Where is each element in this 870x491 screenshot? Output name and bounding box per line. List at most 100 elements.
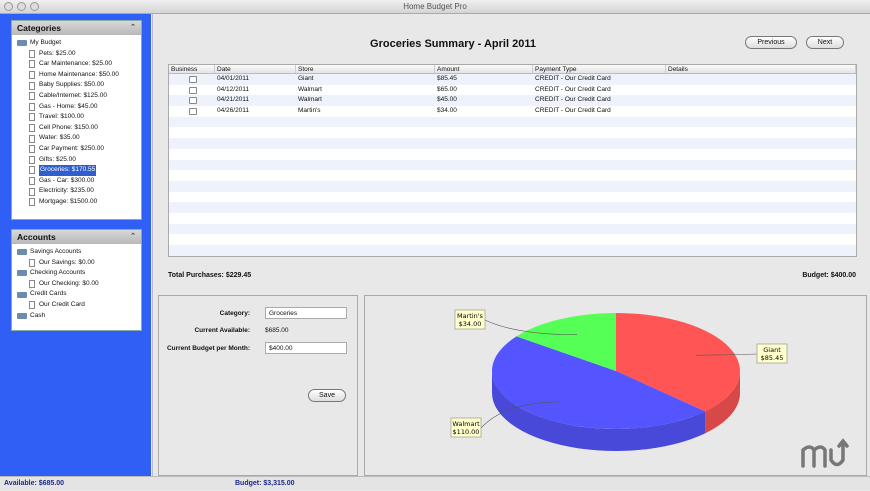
empty-row — [169, 223, 856, 235]
budget-per-month-label: Current Budget per Month: — [166, 345, 250, 352]
tree-item-category[interactable]: Water: $35.00 — [17, 133, 141, 144]
amount-cell: $34.00 — [437, 107, 457, 115]
pie-label-value: $34.00 — [459, 320, 482, 328]
collapse-icon[interactable]: ⌃ — [130, 233, 136, 240]
table-header: Business Date Store Amount Payment Type Detai… — [169, 65, 856, 74]
column-header[interactable]: Store — [296, 65, 435, 73]
payment-cell: CREDIT - Our Credit Card — [535, 96, 611, 104]
details-cell — [666, 106, 856, 117]
tree-root-my-budget[interactable]: My Budget — [17, 38, 141, 49]
column-header[interactable]: Amount — [435, 65, 533, 73]
tree-item-account-group[interactable]: Savings Accounts — [17, 247, 141, 258]
document-icon — [29, 155, 35, 164]
label-leader-line — [480, 401, 560, 429]
tree-item-label: Electricity: $235.00 — [39, 187, 94, 195]
tree-item-account-group[interactable]: Cash — [17, 311, 141, 322]
sidebar: Categories ⌃ My Budget Pets: $25.00 Car Ma… — [0, 14, 151, 476]
pie-label-value: $110.00 — [453, 428, 480, 436]
budget-amount: Budget: $400.00 — [802, 272, 856, 279]
zoom-window-button[interactable] — [30, 2, 39, 11]
tree-item-category[interactable]: Mortgage: $1500.00 — [17, 197, 141, 208]
tree-item-account-group[interactable]: Checking Accounts — [17, 268, 141, 279]
pie-label-name: Walmart — [452, 420, 480, 428]
document-icon — [29, 81, 35, 90]
tree-item-category[interactable]: Pets: $25.00 — [17, 49, 141, 60]
tree-item-category[interactable]: Cable/Internet: $125.00 — [17, 91, 141, 102]
business-checkbox[interactable] — [189, 76, 197, 83]
business-cell — [169, 74, 215, 85]
current-available-label: Current Available: — [194, 327, 250, 334]
column-header[interactable]: Business — [169, 65, 215, 73]
save-button[interactable]: Save — [308, 389, 346, 402]
details-cell — [666, 85, 856, 96]
tree-item-label: Travel: $100.00 — [39, 113, 84, 121]
date-cell: 04/26/2011 — [217, 107, 250, 115]
tree-item-label: Our Checking: $0.00 — [39, 279, 99, 287]
folder-icon — [17, 40, 27, 47]
tree-item-category[interactable]: Groceries: $170.55 — [17, 165, 141, 176]
payment-cell: CREDIT - Our Credit Card — [535, 85, 611, 93]
details-cell — [666, 95, 856, 106]
tree-item-category[interactable]: Gas - Home: $45.00 — [17, 102, 141, 113]
accounts-tree: Savings Accounts Our Savings: $0.00 Checki… — [12, 244, 141, 321]
tree-item-label: Gas - Home: $45.00 — [39, 102, 98, 110]
tree-item-category[interactable]: Electricity: $235.00 — [17, 186, 141, 197]
empty-row — [169, 234, 856, 245]
accounts-panel: Accounts ⌃ Savings Accounts Our Savings: $… — [11, 229, 142, 331]
empty-row — [169, 127, 856, 138]
tree-item-account[interactable]: Our Savings: $0.00 — [17, 258, 141, 269]
transactions-table: Business Date Store Amount Payment Type Detai… — [168, 64, 857, 257]
tree-item-account[interactable]: Our Credit Card — [17, 300, 141, 311]
pie-slice-walmart — [492, 336, 706, 429]
previous-button[interactable]: Previous — [745, 36, 797, 49]
collapse-icon[interactable]: ⌃ — [130, 24, 136, 31]
tree-item-label: Pets: $25.00 — [39, 49, 76, 57]
empty-row — [169, 170, 856, 181]
close-window-button[interactable] — [4, 2, 13, 11]
store-cell: Walmart — [298, 96, 322, 104]
label-leader-line — [484, 319, 578, 336]
accounts-title: Accounts — [17, 232, 56, 242]
summary-title: Groceries Summary - April 2011 — [370, 38, 536, 50]
business-checkbox[interactable] — [189, 108, 197, 116]
tree-item-category[interactable]: Cell Phone: $150.00 — [17, 123, 141, 134]
tree-item-category[interactable]: Gas - Car: $300.00 — [17, 176, 141, 187]
pie-chart-panel: Giant $85.45 Walmart $110.00 Martin's $34.00 — [364, 295, 867, 476]
tree-item-category[interactable]: Home Maintenance: $50.00 — [17, 70, 141, 81]
tree-item-category[interactable]: Car Maintenance: $25.00 — [17, 59, 141, 70]
empty-row — [169, 192, 856, 203]
column-header[interactable]: Payment Type — [533, 65, 666, 73]
tree-item-category[interactable]: Travel: $100.00 — [17, 112, 141, 123]
tree-item-account[interactable]: Our Checking: $0.00 — [17, 279, 141, 290]
store-cell: Martin's — [298, 107, 321, 115]
status-budget: Budget: $3,315.00 — [235, 480, 295, 487]
tree-item-account-group[interactable]: Credit Cards — [17, 289, 141, 300]
document-icon — [29, 280, 35, 289]
categories-title: Categories — [17, 23, 61, 33]
business-checkbox[interactable] — [189, 97, 197, 105]
tree-item-category[interactable]: Car Payment: $250.00 — [17, 144, 141, 155]
document-icon — [29, 60, 35, 69]
empty-row — [169, 213, 856, 224]
store-cell: Walmart — [298, 85, 322, 93]
document-icon — [29, 113, 35, 122]
business-checkbox[interactable] — [189, 86, 197, 94]
category-input[interactable]: Groceries — [265, 307, 347, 319]
tree-item-label: Our Savings: $0.00 — [39, 258, 95, 266]
business-cell — [169, 106, 215, 117]
column-header[interactable]: Details — [666, 65, 856, 73]
tree-item-category[interactable]: Baby Supplies: $50.00 — [17, 80, 141, 91]
window-title: Home Budget Pro — [403, 2, 467, 11]
tree-item-category[interactable]: Gifts: $25.00 — [17, 155, 141, 166]
date-cell: 04/12/2011 — [217, 85, 250, 93]
tree-item-label: Gifts: $25.00 — [39, 155, 76, 163]
total-purchases: Total Purchases: $229.45 — [168, 272, 252, 279]
pie-label-value: $85.45 — [761, 354, 784, 362]
label-leader-line — [695, 353, 758, 356]
document-icon — [29, 124, 35, 133]
column-header[interactable]: Date — [215, 65, 296, 73]
budget-per-month-input[interactable]: $400.00 — [265, 342, 347, 354]
next-button[interactable]: Next — [806, 36, 844, 49]
empty-row — [169, 245, 856, 256]
minimize-window-button[interactable] — [17, 2, 26, 11]
